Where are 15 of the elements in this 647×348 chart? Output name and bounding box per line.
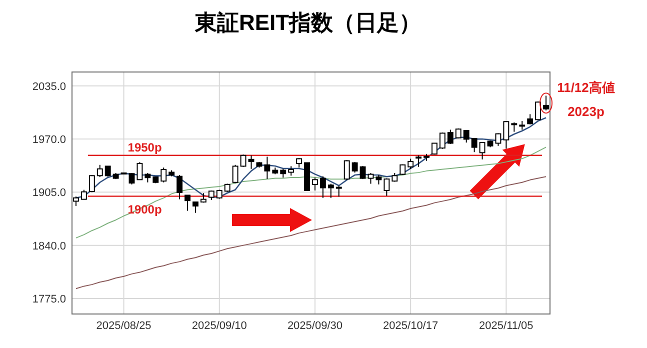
y-tick-label: 1970.0: [32, 134, 66, 146]
x-tick-label: 2025/09/10: [192, 320, 247, 332]
text: 2023p: [568, 104, 604, 119]
x-tick-label: 2025/08/25: [96, 320, 152, 332]
ref-line-label: 1950p: [128, 140, 162, 154]
y-tick-label: 1775.0: [32, 293, 66, 306]
y-tick-label: 1905.0: [32, 187, 66, 200]
x-tick-label: 2025/11/05: [479, 320, 534, 332]
line-series: [75, 176, 547, 290]
y-tick-label: 2035.0: [32, 80, 66, 93]
chart-title: 東証REIT指数（日足）: [194, 10, 422, 35]
y-tick-label: 1840.0: [32, 240, 66, 252]
x-tick-label: 2025/09/30: [287, 320, 343, 332]
text: 11/12高値: [557, 80, 615, 95]
x-tick-label: 2025/10/17: [383, 320, 438, 332]
